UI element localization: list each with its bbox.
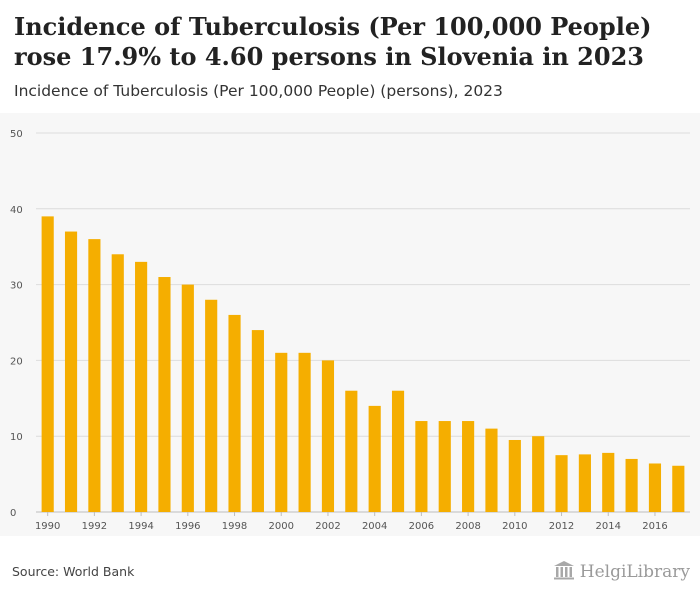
x-tick-label: 1992 (82, 521, 107, 532)
x-tick-label: 2002 (315, 521, 340, 532)
x-tick-label: 1994 (128, 521, 153, 532)
bar-2017 (672, 465, 685, 512)
bar-2004 (368, 405, 381, 512)
bar-1996 (181, 284, 194, 512)
bar-2015 (625, 458, 638, 512)
bar-2006 (415, 421, 428, 512)
bar-chart: 0 10 20 30 40 50 1990 1992 1994 1996 1998 2000 2002 2… (10, 129, 690, 532)
chart-area: 0 10 20 30 40 50 1990 1992 1994 1996 1998 2000 2002 2… (0, 113, 700, 536)
bar-1999 (251, 330, 264, 512)
chart-title: Incidence of Tuberculosis (Per 100,000 P… (14, 12, 652, 71)
x-tick-label: 2016 (642, 521, 667, 532)
x-tick-label: 2004 (362, 521, 387, 532)
x-tick-label: 2014 (596, 521, 621, 532)
bar-2010 (508, 439, 521, 512)
bar-1993 (111, 254, 124, 512)
x-tick-label: 2006 (409, 521, 434, 532)
bar-2000 (275, 352, 288, 512)
x-tick-label: 1990 (35, 521, 60, 532)
bar-1995 (158, 277, 171, 512)
x-tick-label: 2008 (455, 521, 480, 532)
x-tick-label: 1998 (222, 521, 247, 532)
x-tick-label: 1996 (175, 521, 200, 532)
bar-2005 (391, 390, 405, 512)
x-tick-label: 2010 (502, 521, 527, 532)
bar-1992 (88, 239, 101, 512)
bar-2003 (345, 390, 358, 512)
bar-2009 (485, 428, 498, 512)
y-tick-label: 20 (10, 356, 23, 367)
bar-2016 (648, 463, 662, 512)
footer: Source: World Bank HelgiLibrary (0, 553, 700, 596)
bar-1990 (41, 216, 54, 512)
logo-text: HelgiLibrary (579, 562, 690, 582)
bar-2013 (578, 454, 591, 512)
bar-2011 (532, 436, 545, 512)
bar-2002 (321, 360, 335, 512)
bar-2012 (555, 455, 568, 512)
bar-1998 (228, 314, 241, 512)
chart-subtitle: Incidence of Tuberculosis (Per 100,000 P… (14, 82, 503, 100)
helgi-library-logo: HelgiLibrary (552, 559, 690, 585)
y-tick-label: 50 (10, 129, 23, 140)
y-tick-label: 30 (10, 281, 23, 292)
y-tick-label: 10 (10, 432, 23, 443)
library-building-icon (552, 559, 576, 585)
bar-2014 (602, 452, 615, 512)
bar-1991 (64, 231, 78, 512)
x-tick-label: 2000 (269, 521, 294, 532)
bar-2008 (462, 421, 475, 512)
x-tick-label: 2012 (549, 521, 574, 532)
bar-2007 (438, 421, 451, 512)
source-text: Source: World Bank (12, 564, 135, 579)
bar-1997 (205, 299, 218, 512)
bar-2001 (298, 352, 311, 512)
y-tick-label: 40 (10, 205, 23, 216)
y-tick-label: 0 (10, 508, 16, 519)
bar-1994 (135, 261, 148, 512)
